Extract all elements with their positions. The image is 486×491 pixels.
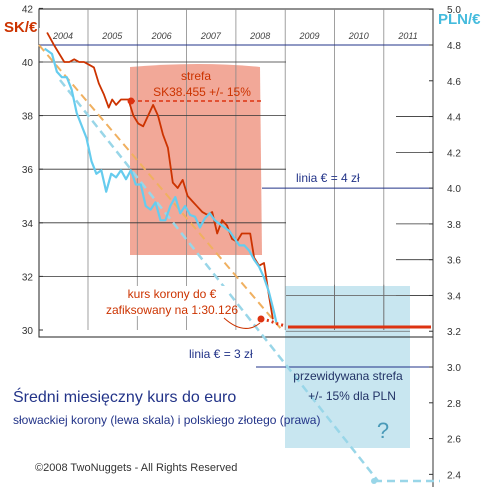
right-tick-label: 2.8 bbox=[447, 399, 461, 410]
x-tick-label: 2009 bbox=[298, 31, 319, 41]
x-tick-label: 2011 bbox=[397, 31, 417, 41]
right-tick-label: 5.0 bbox=[447, 5, 461, 16]
left-tick-label: 30 bbox=[22, 326, 34, 337]
right-tick-label: 2.6 bbox=[447, 435, 461, 446]
x-tick-label: 2007 bbox=[200, 31, 222, 41]
right-axis-title: PLN/€ bbox=[438, 11, 481, 28]
kurs-label-bg bbox=[116, 286, 228, 316]
trend-dashed-orange bbox=[38, 44, 283, 331]
linia-4-label: linia € = 4 zł bbox=[296, 171, 360, 185]
right-tick-label: 3.0 bbox=[447, 363, 461, 374]
right-tick-label: 4.4 bbox=[447, 113, 461, 124]
kurs-pointer bbox=[223, 317, 261, 329]
x-tick-label: 2004 bbox=[52, 31, 73, 41]
series-sk-line bbox=[46, 32, 274, 320]
chart-subtitle: słowackiej korony (lewa skala) i polskie… bbox=[13, 413, 320, 427]
question-mark: ? bbox=[377, 418, 389, 443]
right-tick-label: 4.6 bbox=[447, 77, 461, 88]
right-tick-label: 4.0 bbox=[447, 184, 461, 195]
right-tick-label: 3.4 bbox=[447, 291, 461, 302]
trend-dashed-blue bbox=[59, 79, 379, 482]
linia-3-label: linia € = 3 zł bbox=[189, 347, 253, 361]
right-tick-label: 4.8 bbox=[447, 41, 461, 52]
fixed-rate-dotted bbox=[261, 317, 287, 328]
x-tick-label: 2010 bbox=[348, 31, 369, 41]
grid bbox=[39, 9, 434, 368]
right-tick-label: 4.2 bbox=[447, 148, 461, 159]
left-tick-label: 34 bbox=[22, 219, 34, 230]
right-tick-label: 3.2 bbox=[447, 327, 461, 338]
kurs-line-2: zafiksowany na 1:30.126 bbox=[106, 303, 238, 317]
left-axis-title: SK/€ bbox=[4, 19, 38, 36]
x-tick-label: 2006 bbox=[151, 31, 172, 41]
copyright: ©2008 TwoNuggets - All Rights Reserved bbox=[35, 462, 237, 474]
left-axis: 30 32 34 36 38 40 42 bbox=[22, 4, 43, 337]
blue-end-marker bbox=[371, 478, 377, 484]
przew-line-2: +/- 15% dla PLN bbox=[308, 389, 396, 403]
strefa-band bbox=[130, 64, 262, 255]
x-tick-label: 2008 bbox=[249, 31, 270, 41]
right-tick-label: 3.8 bbox=[447, 220, 461, 231]
left-tick-label: 36 bbox=[22, 165, 34, 176]
left-tick-label: 42 bbox=[22, 4, 34, 15]
left-tick-label: 40 bbox=[22, 58, 34, 69]
series-pln-line bbox=[43, 47, 278, 323]
left-tick-label: 38 bbox=[22, 112, 34, 123]
right-tick-label: 3.6 bbox=[447, 256, 461, 267]
fixed-rate-marker bbox=[257, 315, 265, 323]
x-axis-labels: 2004 2005 2006 2007 2008 2009 2010 2011 bbox=[52, 31, 418, 41]
strefa-value: SK38.455 +/- 15% bbox=[153, 85, 251, 99]
przew-line-1: przewidywana strefa bbox=[293, 369, 403, 383]
right-axis: 2.4 2.6 2.8 3.0 3.2 3.4 3.6 3.8 4.0 4.2 4.4 4.6 4.8 5… bbox=[429, 5, 461, 487]
kurs-line-1: kurs korony do € bbox=[128, 287, 217, 301]
right-tick-label: 2.4 bbox=[447, 470, 461, 481]
chart-title: Średni miesięczny kurs do euro bbox=[13, 387, 236, 406]
left-tick-label: 32 bbox=[22, 272, 34, 283]
series bbox=[43, 32, 278, 323]
x-tick-label: 2005 bbox=[101, 31, 123, 41]
strefa-title: strefa bbox=[181, 69, 211, 83]
strefa-marker bbox=[127, 97, 135, 105]
